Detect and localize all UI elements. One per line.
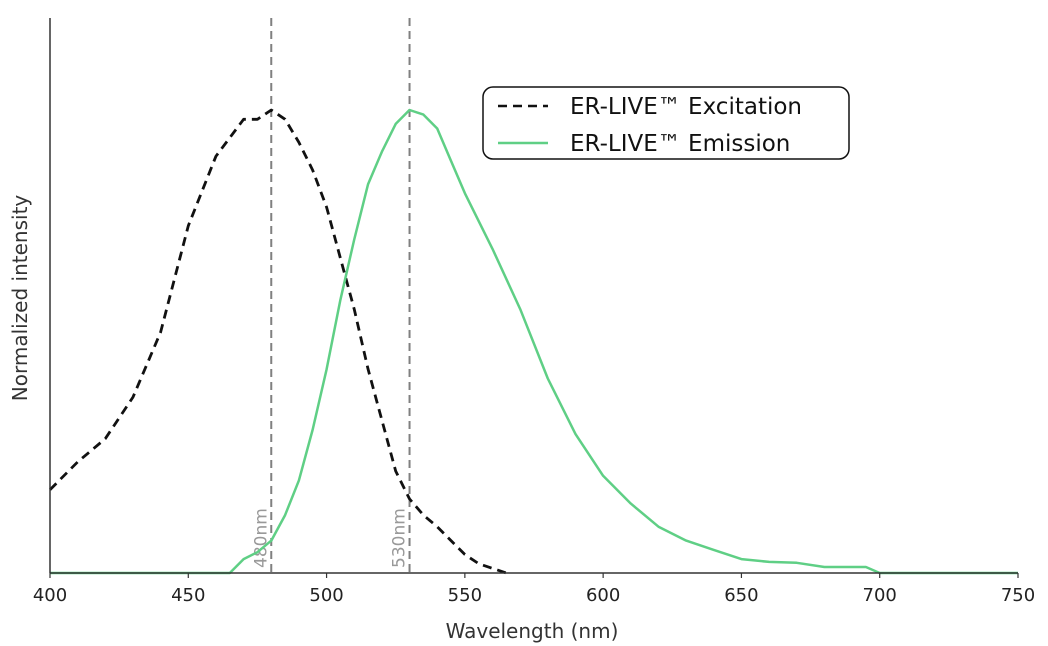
x-tick-label: 500 xyxy=(309,585,343,606)
series-lines xyxy=(49,108,1018,575)
x-tick-label: 600 xyxy=(586,585,620,606)
reference-lines: 480nm 530nm xyxy=(251,18,411,573)
series-line-emission xyxy=(50,108,1018,575)
x-tick-label: 650 xyxy=(724,585,758,606)
x-tick-label: 750 xyxy=(1001,585,1035,606)
x-tick-label: 700 xyxy=(863,585,897,606)
reference-label: 530nm xyxy=(390,508,410,568)
x-tick-label: 400 xyxy=(33,585,67,606)
legend-label-excitation: ER-LIVE™ Excitation xyxy=(570,94,802,120)
legend: ER-LIVE™ Excitation ER-LIVE™ Emission xyxy=(482,86,850,160)
series-line-excitation xyxy=(49,108,507,575)
x-axis-label: Wavelength (nm) xyxy=(446,619,619,643)
x-ticks: 400 450 500 550 600 650 700 750 xyxy=(33,573,1035,606)
x-tick-label: 550 xyxy=(448,585,482,606)
legend-box xyxy=(482,86,850,160)
y-axis-label: Normalized intensity xyxy=(8,195,32,402)
x-tick-label: 450 xyxy=(171,585,205,606)
legend-label-emission: ER-LIVE™ Emission xyxy=(570,131,790,157)
reference-label: 480nm xyxy=(251,508,271,568)
